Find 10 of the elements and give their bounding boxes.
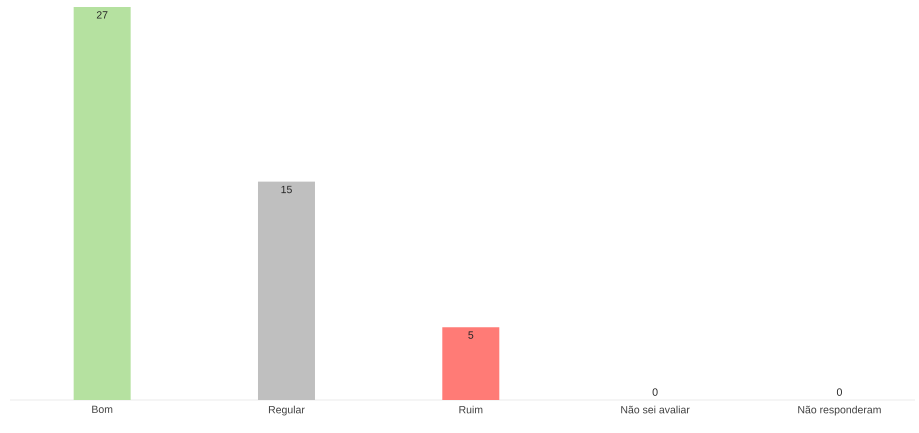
x-tick-label: Ruim [459, 406, 482, 414]
data-label: 15 [281, 186, 292, 194]
data-label: 27 [96, 11, 108, 19]
x-tick-label: Não responderam [798, 406, 881, 416]
data-label: 0 [652, 388, 658, 396]
data-label: 0 [836, 388, 842, 396]
data-label: 5 [468, 331, 474, 339]
x-tick-label: Regular [268, 406, 305, 416]
x-tick-label: Bom [92, 406, 112, 414]
x-tick-label: Não sei avaliar [621, 406, 690, 414]
